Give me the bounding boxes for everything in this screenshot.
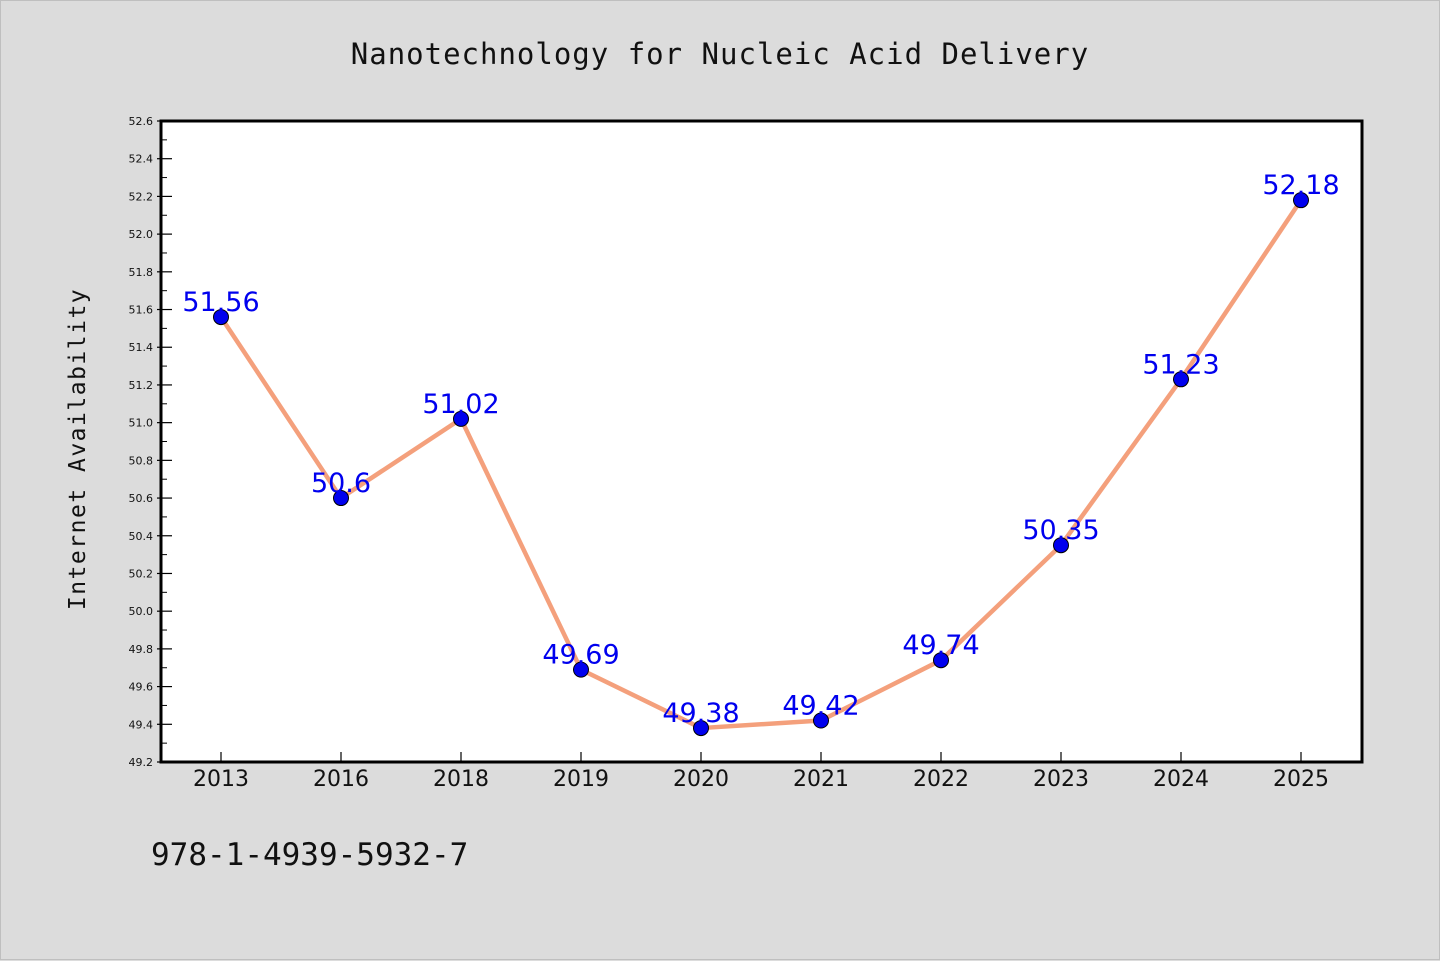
y-tick-label: 49.6	[129, 681, 154, 694]
x-tick-label: 2020	[673, 767, 729, 792]
footer-isbn-text: 978-1-4939-5932-7	[151, 837, 468, 873]
x-tick-label: 2019	[553, 767, 609, 792]
data-labels: 51.56 50.6 51.02 49.69 49.38 49.42 49.74 50.35 5…	[182, 170, 1339, 729]
data-label: 50.35	[1022, 515, 1099, 546]
x-tick-label: 2025	[1273, 767, 1329, 792]
y-tick-label: 51.2	[129, 379, 154, 392]
data-point-marker	[453, 410, 469, 427]
y-tick-label: 52.2	[129, 190, 154, 203]
y-tick-label: 52.4	[129, 153, 154, 166]
y-tick-label: 51.0	[129, 417, 154, 430]
axis-ticks: 49.2 49.4 49.6 49.8 50.0 50.2 50.4 50.6 50.8 51.0…	[129, 115, 1330, 792]
data-point-marker	[213, 309, 229, 326]
y-tick-label: 51.8	[129, 266, 154, 279]
x-tick-label: 2013	[193, 767, 249, 792]
data-label: 50.6	[311, 468, 371, 499]
y-tick-label: 49.2	[129, 756, 154, 769]
data-label: 51.23	[1142, 349, 1219, 380]
x-tick-label: 2018	[433, 767, 489, 792]
x-tick-label: 2022	[913, 767, 969, 792]
y-tick-label: 50.6	[129, 492, 154, 505]
data-label: 49.69	[542, 640, 619, 671]
y-tick-label: 52.6	[129, 115, 154, 128]
data-point-marker	[333, 490, 349, 507]
data-label: 51.56	[182, 287, 259, 318]
x-tick-label: 2023	[1033, 767, 1089, 792]
plot-border	[159, 119, 1364, 764]
data-point-marker	[1293, 192, 1309, 209]
y-tick-label: 51.4	[129, 341, 154, 354]
data-point-marker	[573, 661, 589, 678]
data-label: 51.02	[422, 389, 499, 420]
y-tick-label: 52.0	[129, 228, 154, 241]
y-tick-label: 50.0	[129, 605, 154, 618]
x-tick-label: 2016	[313, 767, 369, 792]
chart-title: Nanotechnology for Nucleic Acid Delivery	[351, 37, 1089, 71]
y-tick-label: 50.2	[129, 567, 154, 580]
plot-area	[161, 121, 1362, 762]
series-line	[218, 197, 1304, 731]
series-layer	[213, 192, 1309, 737]
data-point-marker	[693, 720, 709, 737]
data-point-marker	[1053, 537, 1069, 554]
y-tick-label: 50.4	[129, 530, 154, 543]
data-point-marker	[1173, 371, 1189, 388]
x-tick-label: 2021	[793, 767, 849, 792]
y-axis-label: Internet Availability	[65, 288, 91, 610]
y-tick-label: 50.8	[129, 454, 154, 467]
data-label: 49.42	[782, 691, 859, 722]
data-point-marker	[813, 712, 829, 729]
data-label: 49.74	[902, 630, 979, 661]
data-label: 52.18	[1262, 170, 1339, 201]
data-point-marker	[933, 652, 949, 669]
y-tick-label: 49.4	[129, 718, 154, 731]
y-tick-label: 49.8	[129, 643, 154, 656]
data-label: 49.38	[662, 698, 739, 729]
x-tick-label: 2024	[1153, 767, 1209, 792]
y-tick-label: 51.6	[129, 304, 154, 317]
